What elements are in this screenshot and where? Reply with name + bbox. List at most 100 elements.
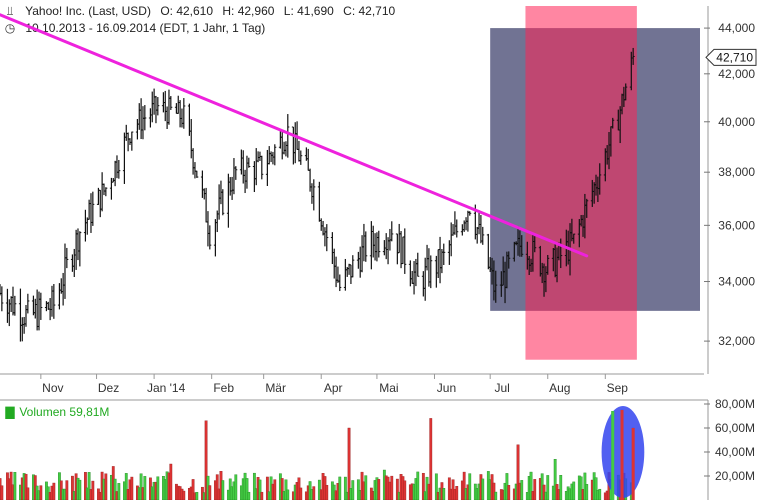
volume-bar (65, 480, 69, 500)
volume-bar (156, 476, 160, 500)
volume-bar (631, 428, 635, 500)
volume-bar (273, 479, 277, 500)
volume-y-tick-label: 60,00M (715, 421, 755, 435)
y-tick-label: 36,000 (718, 218, 755, 232)
volume-bar (143, 476, 147, 500)
volume-bar (579, 476, 583, 500)
x-tick-label: Jan '14 (147, 381, 186, 395)
shaded-range-highlight (525, 6, 637, 360)
volume-bar (338, 476, 342, 500)
volume-bar (195, 491, 199, 500)
volume-y-tick-label: 40,00M (715, 445, 755, 459)
volume-bar (447, 477, 451, 500)
volume-bar (124, 473, 128, 500)
volume-bar (356, 479, 360, 500)
volume-bar (494, 491, 498, 500)
volume-header: ▇ Volumen 59,81M (4, 405, 109, 419)
clock-icon: ◷ (4, 21, 16, 35)
y-tick-label: 40,000 (718, 115, 755, 129)
close-value: C: 42,710 (343, 4, 396, 18)
volume-bar (78, 479, 82, 500)
volume-bar (351, 480, 355, 500)
volume-bar (507, 485, 511, 500)
volume-bar (481, 478, 485, 500)
volume-bar (347, 427, 351, 500)
volume-bar (24, 473, 28, 500)
high-value: H: 42,960 (222, 4, 275, 18)
date-range-row: ◷ 10.10.2013 - 16.09.2014 (EDT, 1 Jahr, … (4, 21, 271, 35)
volume-bar (247, 491, 251, 500)
volume-bar (620, 410, 624, 500)
volume-bar (182, 490, 186, 500)
y-tick-label: 32,000 (718, 334, 755, 348)
volume-bar (91, 480, 95, 500)
volume-bar (208, 485, 212, 500)
volume-bars-icon: ▇ (5, 405, 15, 419)
y-tick-label: 44,000 (718, 21, 755, 35)
x-tick-label: Sep (607, 381, 629, 395)
volume-bar (611, 411, 615, 500)
volume-bar (520, 480, 524, 500)
trendline-layer (0, 13, 589, 258)
last-value-flag (705, 48, 757, 66)
volume-bar (221, 480, 225, 500)
axes-layer: Nov Dez Jan '14 Feb Mär Apr Mai Jun Jul Aug Sep 32,… (0, 6, 757, 395)
volume-bar (533, 479, 537, 500)
volume-bar (455, 486, 459, 500)
volume-bar (364, 475, 368, 500)
volume-bar (395, 478, 399, 500)
volume-bar (572, 481, 576, 500)
x-tick-label: Feb (213, 381, 234, 395)
volume-bar (429, 418, 433, 500)
volume-bar (390, 475, 394, 500)
volume-bar (312, 486, 316, 500)
highlight-layer (490, 6, 700, 360)
volume-bar (26, 487, 30, 500)
volume-bar (252, 472, 256, 500)
volume-bar (585, 484, 589, 500)
volume-bar (191, 479, 195, 500)
volume-bar (260, 491, 264, 500)
x-tick-label: Dez (98, 381, 119, 395)
volume-bar (234, 474, 238, 500)
last-value-label: 42,710 (716, 50, 753, 64)
volume-bar (559, 475, 563, 500)
volume-series: 20,00M 40,00M 60,00M 80,00M (0, 397, 755, 500)
volume-bar (403, 480, 407, 500)
chart-header: ⫫ Yahoo! Inc. (Last, USD) O: 42,610 H: 4… (4, 4, 401, 19)
volume-y-tick-label: 80,00M (715, 397, 755, 411)
volume-bar (130, 476, 134, 500)
volume-bar (546, 475, 550, 500)
chart-title: Yahoo! Inc. (Last, USD) (25, 4, 151, 18)
volume-bar (468, 473, 472, 500)
volume-bar (104, 473, 108, 500)
x-tick-label: Aug (549, 381, 570, 395)
volume-bar (117, 483, 121, 500)
volume-bar (87, 472, 91, 500)
x-tick-label: Jun (437, 381, 456, 395)
trendline (0, 13, 589, 258)
volume-label: Volumen (19, 405, 67, 419)
volume-bar (286, 489, 290, 500)
volume-bar (377, 479, 381, 500)
volume-bar (598, 488, 602, 500)
volume-bar (434, 473, 438, 500)
y-tick-label: 42,000 (718, 67, 755, 81)
volume-bar (416, 471, 420, 500)
low-value: L: 41,690 (283, 4, 334, 18)
volume-bar (529, 471, 533, 500)
x-tick-label: Mär (265, 381, 286, 395)
volume-value: 59,81M (69, 405, 110, 419)
volume-bar (169, 463, 173, 500)
volume-bar (442, 488, 446, 500)
x-tick-label: Mai (379, 381, 398, 395)
candlestick-icon: ⫫ (6, 4, 14, 18)
volume-y-tick-label: 20,00M (715, 469, 755, 483)
volume-bar (553, 459, 557, 500)
y-tick-label: 34,000 (718, 275, 755, 289)
volume-bar (0, 485, 4, 500)
volume-bar (39, 485, 43, 500)
volume-bar (299, 487, 303, 500)
